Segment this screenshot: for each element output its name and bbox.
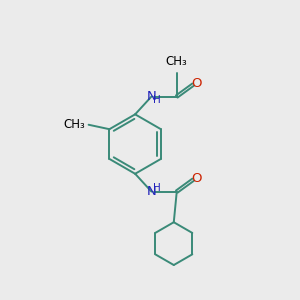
Text: CH₃: CH₃ xyxy=(64,118,86,131)
Text: H: H xyxy=(153,183,161,193)
Text: CH₃: CH₃ xyxy=(166,55,188,68)
Text: O: O xyxy=(191,76,202,90)
Text: H: H xyxy=(153,95,161,105)
Text: N: N xyxy=(147,90,156,103)
Text: N: N xyxy=(147,185,156,198)
Text: O: O xyxy=(191,172,202,185)
